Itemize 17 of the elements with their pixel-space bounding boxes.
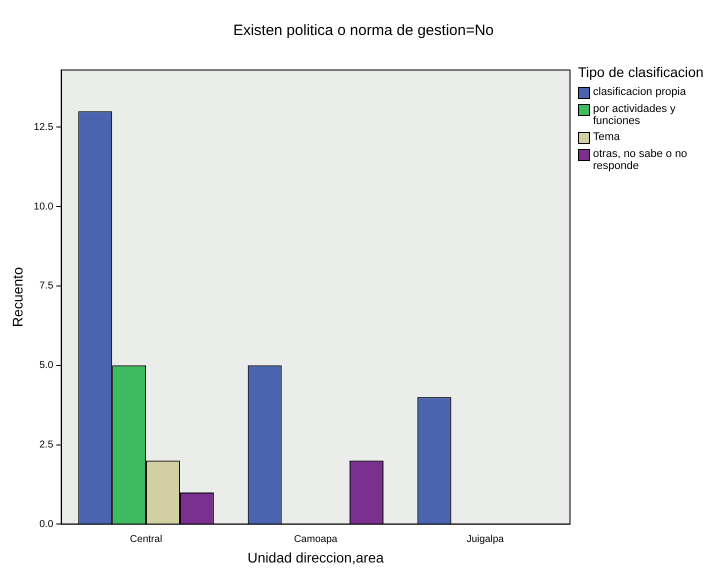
legend-label: por actividades y funciones [593, 103, 677, 127]
x-axis-title: Unidad direccion,area [248, 549, 384, 566]
x-tick-label: Juigalpa [466, 534, 504, 545]
x-tick-label: Central [130, 534, 162, 545]
legend-label: clasificacion propia [593, 86, 686, 98]
legend-label: otras, no sabe o no responde [593, 148, 688, 172]
chart-title: Existen politica o norma de gestion=No [232, 22, 495, 39]
y-tick-label: 7.5 [39, 280, 54, 292]
y-tick-label: 2.5 [39, 440, 54, 451]
legend-title: Tipo de clasificacion [578, 64, 705, 80]
y-tick-label: 5.0 [39, 360, 54, 372]
x-tick-label: Camoapa [294, 534, 338, 545]
y-tick-label: 12.5 [34, 122, 54, 133]
y-tick-label: 10.0 [34, 201, 54, 212]
legend-label: Tema [593, 131, 620, 143]
y-axis-title: Recuento [9, 266, 26, 328]
y-tick-label: 0.0 [39, 518, 54, 530]
